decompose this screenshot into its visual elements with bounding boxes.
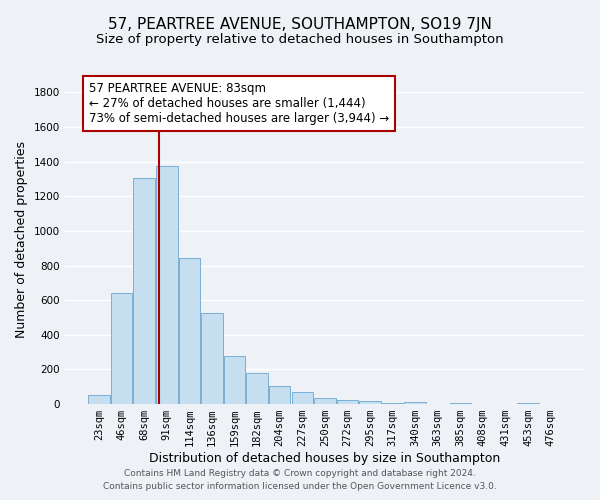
Bar	[382, 403, 403, 404]
Bar	[247, 373, 268, 404]
Bar	[133, 178, 155, 404]
Bar	[337, 400, 358, 404]
Text: 57, PEARTREE AVENUE, SOUTHAMPTON, SO19 7JN: 57, PEARTREE AVENUE, SOUTHAMPTON, SO19 7…	[108, 18, 492, 32]
Bar	[224, 356, 245, 404]
Bar	[359, 400, 381, 404]
Bar	[156, 166, 178, 404]
Text: Size of property relative to detached houses in Southampton: Size of property relative to detached ho…	[96, 32, 504, 46]
Text: Contains HM Land Registry data © Crown copyright and database right 2024.
Contai: Contains HM Land Registry data © Crown c…	[103, 469, 497, 491]
Bar	[88, 394, 110, 404]
Bar	[404, 402, 426, 404]
Bar	[314, 398, 335, 404]
Bar	[517, 403, 539, 404]
Bar	[292, 392, 313, 404]
Bar	[201, 313, 223, 404]
Text: 57 PEARTREE AVENUE: 83sqm
← 27% of detached houses are smaller (1,444)
73% of se: 57 PEARTREE AVENUE: 83sqm ← 27% of detac…	[89, 82, 389, 125]
Bar	[269, 386, 290, 404]
Bar	[449, 403, 471, 404]
Bar	[111, 293, 133, 404]
Y-axis label: Number of detached properties: Number of detached properties	[15, 141, 28, 338]
X-axis label: Distribution of detached houses by size in Southampton: Distribution of detached houses by size …	[149, 452, 500, 465]
Bar	[179, 258, 200, 404]
